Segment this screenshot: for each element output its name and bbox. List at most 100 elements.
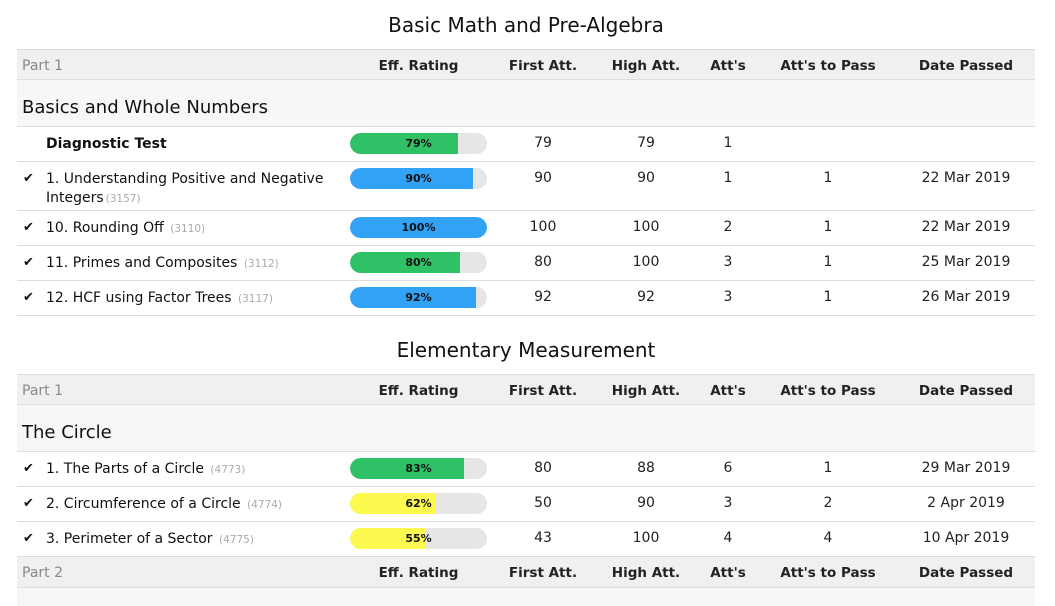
date-passed: 29 Mar 2019: [921, 460, 1011, 476]
col-eff-rating[interactable]: Eff. Rating: [378, 565, 459, 581]
part-label: Part 1: [22, 58, 63, 74]
col-first-att[interactable]: First Att.: [508, 565, 578, 581]
table-row[interactable]: ✔ 11. Primes and Composites (3112) 80% 8…: [17, 246, 1035, 281]
date-passed: 26 Mar 2019: [921, 289, 1011, 305]
lesson-code: (3117): [238, 293, 273, 305]
eff-rating-value: 79%: [405, 137, 432, 150]
lesson-code: (3157): [105, 193, 141, 205]
lesson-name[interactable]: 1. Understanding Positive and Negative I…: [46, 170, 331, 209]
lesson-title[interactable]: 1. Understanding Positive and Negative I…: [46, 171, 324, 206]
col-high-att[interactable]: High Att.: [611, 58, 681, 74]
lesson-name[interactable]: 10. Rounding Off (3110): [46, 219, 205, 239]
date-passed: 2 Apr 2019: [927, 495, 1005, 511]
col-atts[interactable]: Att's: [710, 383, 746, 399]
high-att: 88: [637, 460, 655, 476]
atts: 6: [723, 460, 733, 476]
eff-rating-value: 83%: [405, 462, 432, 475]
check-icon: ✔: [23, 496, 34, 511]
high-att: 79: [637, 135, 655, 151]
lesson-name[interactable]: 3. Perimeter of a Sector (4775): [46, 530, 254, 550]
lesson-title[interactable]: Diagnostic Test: [46, 136, 167, 152]
lesson-name[interactable]: 1. The Parts of a Circle (4773): [46, 460, 245, 480]
table-row[interactable]: ✔ 1. The Parts of a Circle (4773) 83% 80…: [17, 452, 1035, 487]
col-first-att[interactable]: First Att.: [508, 383, 578, 399]
date-passed: 10 Apr 2019: [922, 530, 1010, 546]
eff-rating-bar: 92%: [350, 287, 487, 308]
lesson-title[interactable]: 12. HCF using Factor Trees: [46, 290, 232, 306]
table-row[interactable]: ✔ 10. Rounding Off (3110) 100% 100 100 2…: [17, 211, 1035, 246]
first-att: 79: [534, 135, 552, 151]
first-att: 43: [534, 530, 552, 546]
eff-rating-bar: 83%: [350, 458, 487, 479]
table-row[interactable]: ✔ 1. Understanding Positive and Negative…: [17, 162, 1035, 211]
atts-to-pass: 1: [823, 460, 833, 476]
table-row[interactable]: Diagnostic Test 79% 79 79 1: [17, 127, 1035, 162]
eff-rating-bar: 55%: [350, 528, 487, 549]
lesson-title[interactable]: 1. The Parts of a Circle: [46, 461, 204, 477]
atts-to-pass: 2: [823, 495, 833, 511]
first-att: 50: [534, 495, 552, 511]
lesson-code: (4775): [219, 534, 254, 546]
atts: 1: [723, 135, 733, 151]
eff-rating-fill: [350, 458, 464, 479]
lesson-title[interactable]: 11. Primes and Composites: [46, 255, 238, 271]
high-att: 90: [637, 170, 655, 186]
atts-to-pass: 1: [823, 219, 833, 235]
col-atts-to-pass[interactable]: Att's to Pass: [780, 383, 876, 399]
high-att: 100: [632, 219, 660, 235]
col-date-passed[interactable]: Date Passed: [918, 565, 1014, 581]
col-high-att[interactable]: High Att.: [611, 383, 681, 399]
eff-rating-value: 80%: [405, 256, 432, 269]
eff-rating-bar: 79%: [350, 133, 487, 154]
lesson-name[interactable]: 12. HCF using Factor Trees (3117): [46, 289, 273, 309]
eff-rating-bar: 90%: [350, 168, 487, 189]
lesson-code: (4773): [210, 464, 246, 476]
atts: 3: [723, 254, 733, 270]
first-att: 100: [529, 219, 557, 235]
eff-rating-fill: [350, 287, 477, 308]
course-title: Basic Math and Pre-Algebra: [388, 13, 664, 37]
col-eff-rating[interactable]: Eff. Rating: [378, 58, 459, 74]
lesson-code: (3112): [243, 258, 279, 270]
atts-to-pass: 4: [823, 530, 833, 546]
col-atts-to-pass[interactable]: Att's to Pass: [780, 58, 876, 74]
table-row[interactable]: ✔ 2. Circumference of a Circle (4774) 62…: [17, 487, 1035, 522]
lesson-name[interactable]: Diagnostic Test: [46, 135, 167, 154]
atts-to-pass: 1: [823, 170, 833, 186]
unit-row: [17, 588, 1035, 606]
table-row[interactable]: ✔ 12. HCF using Factor Trees (3117) 92% …: [17, 281, 1035, 316]
table-row[interactable]: ✔ 3. Perimeter of a Sector (4775) 55% 43…: [17, 522, 1035, 557]
eff-rating-value: 100%: [401, 221, 436, 234]
first-att: 90: [534, 170, 552, 186]
check-icon: ✔: [23, 255, 34, 270]
check-icon: ✔: [23, 171, 34, 186]
col-first-att[interactable]: First Att.: [508, 58, 578, 74]
lesson-title[interactable]: 10. Rounding Off: [46, 220, 164, 236]
date-passed: 22 Mar 2019: [921, 219, 1011, 235]
course-section: Elementary Measurement Part 1 Eff. Ratin…: [17, 331, 1035, 606]
atts-to-pass: 1: [823, 254, 833, 270]
lesson-name[interactable]: 2. Circumference of a Circle (4774): [46, 495, 282, 515]
eff-rating-fill: [350, 133, 459, 154]
atts-to-pass: 1: [823, 289, 833, 305]
col-atts-to-pass[interactable]: Att's to Pass: [780, 565, 876, 581]
lesson-name[interactable]: 11. Primes and Composites (3112): [46, 254, 279, 274]
col-eff-rating[interactable]: Eff. Rating: [378, 383, 459, 399]
col-date-passed[interactable]: Date Passed: [918, 383, 1014, 399]
first-att: 92: [534, 289, 552, 305]
lesson-title[interactable]: 3. Perimeter of a Sector: [46, 531, 213, 547]
course-section: Basic Math and Pre-Algebra Part 1 Eff. R…: [17, 0, 1035, 316]
lesson-title[interactable]: 2. Circumference of a Circle: [46, 496, 241, 512]
col-date-passed[interactable]: Date Passed: [918, 58, 1014, 74]
col-high-att[interactable]: High Att.: [611, 565, 681, 581]
eff-rating-fill: [350, 528, 426, 549]
table-header: Part 2 Eff. Rating First Att. High Att. …: [17, 557, 1035, 588]
col-atts[interactable]: Att's: [710, 58, 746, 74]
eff-rating-value: 62%: [405, 497, 432, 510]
high-att: 90: [637, 495, 655, 511]
eff-rating-fill: [350, 252, 460, 273]
table-header: Part 1 Eff. Rating First Att. High Att. …: [17, 49, 1035, 80]
eff-rating-fill: [350, 168, 474, 189]
eff-rating-value: 90%: [405, 172, 432, 185]
col-atts[interactable]: Att's: [710, 565, 746, 581]
